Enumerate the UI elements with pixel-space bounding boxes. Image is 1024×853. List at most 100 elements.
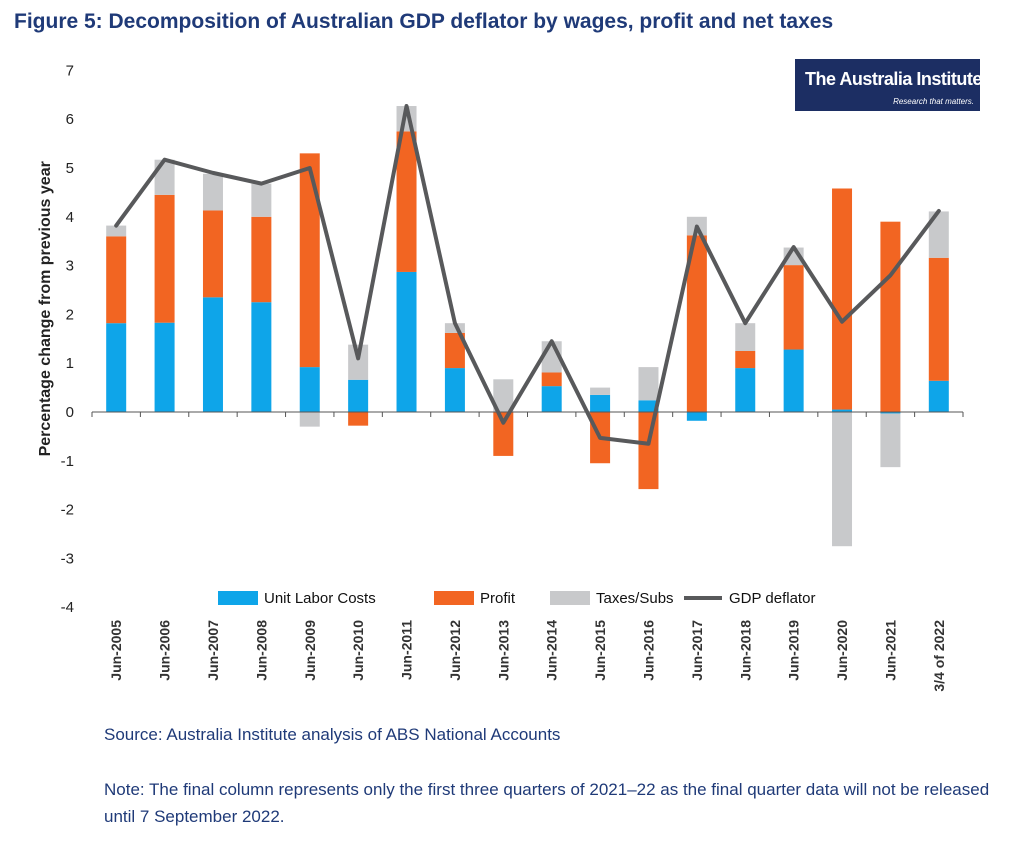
bar-profit xyxy=(444,332,465,369)
bar-taxes-subs xyxy=(299,412,320,427)
legend: Unit Labor Costs Profit Taxes/Subs GDP defl… xyxy=(218,590,815,607)
x-category-label: Jun-2011 xyxy=(399,620,415,680)
bar-unit-labor-costs xyxy=(444,368,465,412)
bar-taxes-subs xyxy=(106,225,127,237)
bar-taxes-subs xyxy=(832,412,853,547)
x-category-label: Jun-2008 xyxy=(253,620,269,681)
legend-label: Profit xyxy=(480,590,516,607)
bar-unit-labor-costs xyxy=(154,322,175,412)
bar-unit-labor-costs xyxy=(348,379,369,412)
legend-swatch xyxy=(550,591,590,605)
bar-taxes-subs xyxy=(251,183,272,217)
y-tick-label: 4 xyxy=(66,209,74,226)
bar-profit xyxy=(202,210,223,298)
y-tick-label: 2 xyxy=(66,306,74,323)
footnote: Note: The final column represents only t… xyxy=(104,780,990,826)
y-tick-label: 6 xyxy=(66,111,74,128)
x-category-label: Jun-2016 xyxy=(640,620,656,681)
bar-unit-labor-costs xyxy=(202,297,223,412)
x-category-label: Jun-2005 xyxy=(108,620,124,681)
legend-label: Taxes/Subs xyxy=(596,590,674,607)
x-category-label: Jun-2007 xyxy=(205,620,221,681)
source-note: Source: Australia Institute analysis of … xyxy=(104,725,561,744)
x-category-label: 3/4 of 2022 xyxy=(931,620,947,692)
bar-unit-labor-costs xyxy=(928,380,949,412)
x-category-label: Jun-2006 xyxy=(157,620,173,681)
bar-profit xyxy=(251,216,272,303)
bar-taxes-subs xyxy=(735,323,756,351)
x-category-label: Jun-2019 xyxy=(786,620,802,681)
bar-taxes-subs xyxy=(444,323,465,333)
legend-swatch xyxy=(434,591,474,605)
x-category-label: Jun-2018 xyxy=(737,620,753,681)
bar-unit-labor-costs xyxy=(638,400,659,412)
x-category-label: Jun-2015 xyxy=(592,620,608,681)
bar-profit xyxy=(928,257,949,381)
y-axis: -4 -3 -2 -1 0 1 2 3 4 5 6 7 Percentage change from p… xyxy=(37,62,74,616)
y-tick-label: -4 xyxy=(61,599,74,616)
logo-tagline: Research that matters. xyxy=(893,97,974,106)
bar-unit-labor-costs xyxy=(735,368,756,412)
x-category-label: Jun-2014 xyxy=(544,620,560,681)
bar-profit xyxy=(493,412,514,456)
x-category-label: Jun-2017 xyxy=(689,620,705,681)
x-category-label: Jun-2021 xyxy=(882,620,898,681)
bar-unit-labor-costs xyxy=(880,412,901,414)
y-tick-label: 5 xyxy=(66,160,74,177)
zero-axis xyxy=(91,411,964,417)
bar-taxes-subs xyxy=(348,344,369,380)
bar-profit xyxy=(783,265,804,350)
legend-swatch xyxy=(218,591,258,605)
x-category-label: Jun-2010 xyxy=(350,620,366,681)
y-tick-label: 3 xyxy=(66,258,74,275)
bar-taxes-subs xyxy=(590,387,611,395)
y-tick-label: 1 xyxy=(66,355,74,372)
bar-unit-labor-costs xyxy=(686,412,707,421)
x-category-label: Jun-2020 xyxy=(834,620,850,681)
legend-label: Unit Labor Costs xyxy=(264,590,376,607)
bar-taxes-subs xyxy=(880,413,901,468)
x-category-label: Jun-2013 xyxy=(495,620,511,681)
bar-profit xyxy=(396,131,417,272)
x-axis: Jun-2005 Jun-2006 Jun-2007 Jun-2008 Jun-2009… xyxy=(108,620,947,692)
bar-profit xyxy=(348,412,369,426)
y-tick-label: -2 xyxy=(61,502,74,519)
bar-profit xyxy=(106,236,127,324)
logo-name: The Australia Institute xyxy=(805,69,982,89)
bar-profit xyxy=(735,351,756,369)
bar-unit-labor-costs xyxy=(783,349,804,412)
bar-unit-labor-costs xyxy=(251,302,272,412)
bar-taxes-subs xyxy=(638,367,659,401)
y-tick-label: -3 xyxy=(61,550,74,567)
y-tick-label: 0 xyxy=(66,404,74,421)
bar-taxes-subs xyxy=(154,159,175,195)
bar-profit xyxy=(541,372,562,387)
stacked-bar-chart: -4 -3 -2 -1 0 1 2 3 4 5 6 7 Percentage change from p… xyxy=(37,62,964,692)
gdp-deflator-line xyxy=(114,104,941,446)
bar-profit xyxy=(638,412,659,490)
bar-profit xyxy=(154,194,175,323)
bar-profit xyxy=(880,221,901,412)
bar-unit-labor-costs xyxy=(299,367,320,412)
bar-profit xyxy=(299,153,320,368)
gdp-deflator-line-group xyxy=(114,104,941,446)
bar-taxes-subs xyxy=(928,211,949,258)
chart-title: Figure 5: Decomposition of Australian GD… xyxy=(14,10,834,33)
y-tick-label: 7 xyxy=(66,62,74,79)
brand-logo: The Australia Institute Research that ma… xyxy=(795,59,982,111)
bar-unit-labor-costs xyxy=(590,394,611,412)
bar-unit-labor-costs xyxy=(396,271,417,412)
bars xyxy=(106,106,949,547)
bar-unit-labor-costs xyxy=(541,386,562,412)
bar-taxes-subs xyxy=(493,379,514,412)
x-category-label: Jun-2012 xyxy=(447,620,463,681)
x-category-label: Jun-2009 xyxy=(302,620,318,681)
bar-unit-labor-costs xyxy=(832,409,853,412)
bar-profit xyxy=(686,235,707,412)
y-tick-label: -1 xyxy=(61,453,74,470)
y-axis-title: Percentage change from previous year xyxy=(37,161,54,456)
bar-profit xyxy=(832,188,853,410)
legend-label: GDP deflator xyxy=(729,590,815,607)
bar-unit-labor-costs xyxy=(106,323,127,412)
bar-taxes-subs xyxy=(202,173,223,211)
